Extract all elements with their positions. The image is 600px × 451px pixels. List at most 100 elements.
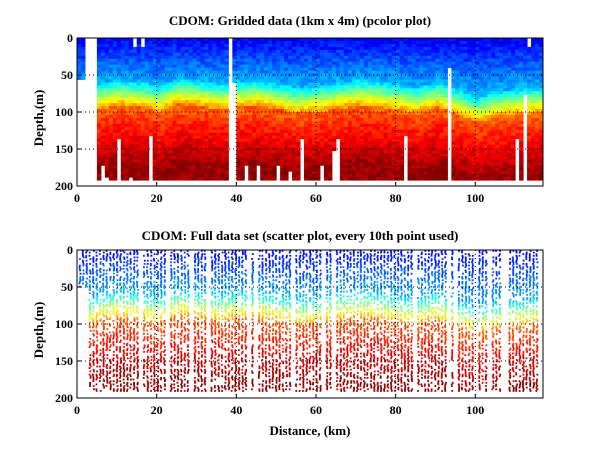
heatmap-cell (132, 94, 138, 98)
heatmap-cell (77, 67, 82, 72)
heatmap-cell (451, 91, 456, 95)
heatmap-cell (343, 162, 349, 166)
heatmap-cell (164, 109, 170, 113)
heatmap-cell (519, 70, 524, 75)
heatmap-cell (415, 168, 421, 172)
heatmap-cell (100, 100, 106, 104)
heatmap-cell (427, 109, 432, 113)
heatmap-cell (475, 138, 480, 143)
heatmap-cell (455, 144, 460, 149)
heatmap-cell (319, 138, 325, 143)
heatmap-cell (455, 52, 460, 57)
heatmap-cell (120, 49, 126, 54)
heatmap-cell (415, 126, 421, 131)
heatmap-cell (427, 126, 432, 131)
heatmap-cell (427, 171, 432, 175)
heatmap-cell (260, 88, 265, 92)
heatmap-cell (495, 132, 500, 137)
heatmap-cell (339, 165, 345, 169)
heatmap-cell (204, 85, 209, 89)
heatmap-cell (519, 129, 524, 134)
heatmap-cell (367, 46, 373, 51)
heatmap-cell (411, 94, 417, 98)
heatmap-cell (132, 109, 138, 113)
heatmap-cell (483, 91, 488, 95)
heatmap-cell (280, 52, 285, 57)
heatmap-cell (184, 43, 190, 48)
heatmap-cell (403, 61, 409, 66)
heatmap-cell (347, 109, 353, 113)
heatmap-cell (136, 64, 142, 69)
heatmap-cell (491, 132, 496, 137)
heatmap-cell (148, 43, 154, 48)
heatmap-cell (168, 70, 174, 75)
heatmap-cell (367, 159, 373, 163)
heatmap-cell (443, 168, 448, 172)
heatmap-cell (196, 156, 201, 160)
heatmap-cell (523, 82, 528, 86)
heatmap-cell (319, 141, 325, 146)
heatmap-cell (296, 171, 301, 175)
heatmap-cell (120, 88, 126, 92)
heatmap-cell (339, 174, 345, 178)
heatmap-cell (240, 135, 245, 140)
heatmap-cell (363, 112, 369, 116)
heatmap-cell (112, 73, 118, 77)
heatmap-cell (411, 103, 417, 107)
heatmap-cell (300, 49, 305, 54)
heatmap-cell (363, 147, 369, 151)
heatmap-cell (104, 117, 110, 122)
heatmap-cell (284, 153, 289, 157)
heatmap-cell (308, 88, 313, 92)
heatmap-cell (311, 106, 317, 110)
heatmap-cell (248, 106, 253, 110)
heatmap-cell (272, 120, 277, 125)
heatmap-cell (491, 43, 496, 48)
heatmap-cell (77, 40, 82, 45)
heatmap-cell (308, 165, 313, 169)
heatmap-cell (467, 55, 472, 60)
heatmap-cell (391, 177, 397, 181)
heatmap-cell (152, 150, 158, 154)
heatmap-cell (276, 156, 281, 160)
heatmap-cell (276, 120, 281, 125)
heatmap-cell (172, 106, 178, 110)
heatmap-cell (439, 141, 444, 146)
heatmap-cell (383, 100, 389, 104)
heatmap-cell (176, 85, 182, 89)
heatmap-cell (96, 174, 102, 178)
heatmap-cell (367, 150, 373, 154)
heatmap-cell (280, 138, 285, 143)
heatmap-cell (455, 120, 460, 125)
heatmap-cell (435, 58, 440, 63)
heatmap-cell (499, 177, 504, 181)
heatmap-cell (140, 129, 146, 134)
heatmap-cell (160, 55, 166, 60)
heatmap-cell (144, 55, 150, 60)
heatmap-cell (140, 61, 146, 66)
heatmap-cell (200, 109, 205, 113)
heatmap-cell (471, 76, 476, 80)
heatmap-cell (276, 123, 281, 128)
heatmap-cell (387, 55, 393, 60)
heatmap-cell (268, 126, 273, 131)
heatmap-cell (252, 94, 257, 98)
heatmap-cell (499, 76, 504, 80)
heatmap-cell (327, 40, 333, 45)
heatmap-cell (300, 126, 305, 131)
heatmap-cell (296, 129, 301, 134)
heatmap-cell (308, 144, 313, 149)
heatmap-cell (296, 174, 301, 178)
heatmap-cell (176, 129, 182, 134)
heatmap-cell (240, 144, 245, 149)
heatmap-cell (140, 150, 146, 154)
heatmap-cell (168, 100, 174, 104)
heatmap-cell (479, 144, 484, 149)
heatmap-cell (184, 46, 190, 51)
heatmap-cell (359, 79, 365, 83)
heatmap-cell (77, 38, 82, 42)
heatmap-cell (359, 88, 365, 92)
heatmap-cell (387, 135, 393, 140)
heatmap-cell (128, 150, 134, 154)
heatmap-cell (411, 120, 417, 125)
